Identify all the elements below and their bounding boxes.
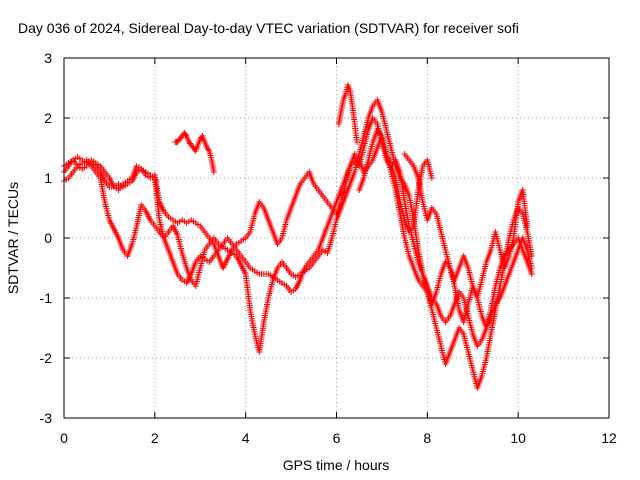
data-point-track-b — [528, 271, 535, 277]
y-tick-label: 2 — [44, 110, 52, 126]
x-tick-label: 8 — [423, 430, 431, 446]
grid-lines — [64, 58, 609, 418]
data-point-track-d — [210, 169, 217, 175]
data-point-track-f — [428, 175, 435, 181]
plot-frame — [63, 57, 610, 419]
x-tick-label: 4 — [242, 430, 250, 446]
data-point-track-g — [524, 223, 531, 229]
y-tick-label: 3 — [44, 50, 52, 66]
data-point-track-e — [353, 139, 360, 145]
chart-title: Day 036 of 2024, Sidereal Day-to-day VTE… — [18, 20, 519, 36]
y-tick-label: -1 — [40, 290, 53, 306]
x-tick-label: 10 — [510, 430, 526, 446]
x-tick-label: 6 — [333, 430, 341, 446]
y-axis-label: SDTVAR / TECUs — [5, 182, 21, 294]
y-tick-label: 0 — [44, 230, 52, 246]
x-tick-label: 12 — [601, 430, 617, 446]
x-axis-label: GPS time / hours — [283, 457, 390, 473]
x-tick-label: 2 — [151, 430, 159, 446]
y-tick-label: 1 — [44, 170, 52, 186]
x-tick-label: 0 — [60, 430, 68, 446]
data-points — [61, 82, 535, 391]
data-point-track-c — [528, 265, 535, 271]
y-tick-label: -3 — [40, 410, 53, 426]
y-tick-label: -2 — [40, 350, 53, 366]
